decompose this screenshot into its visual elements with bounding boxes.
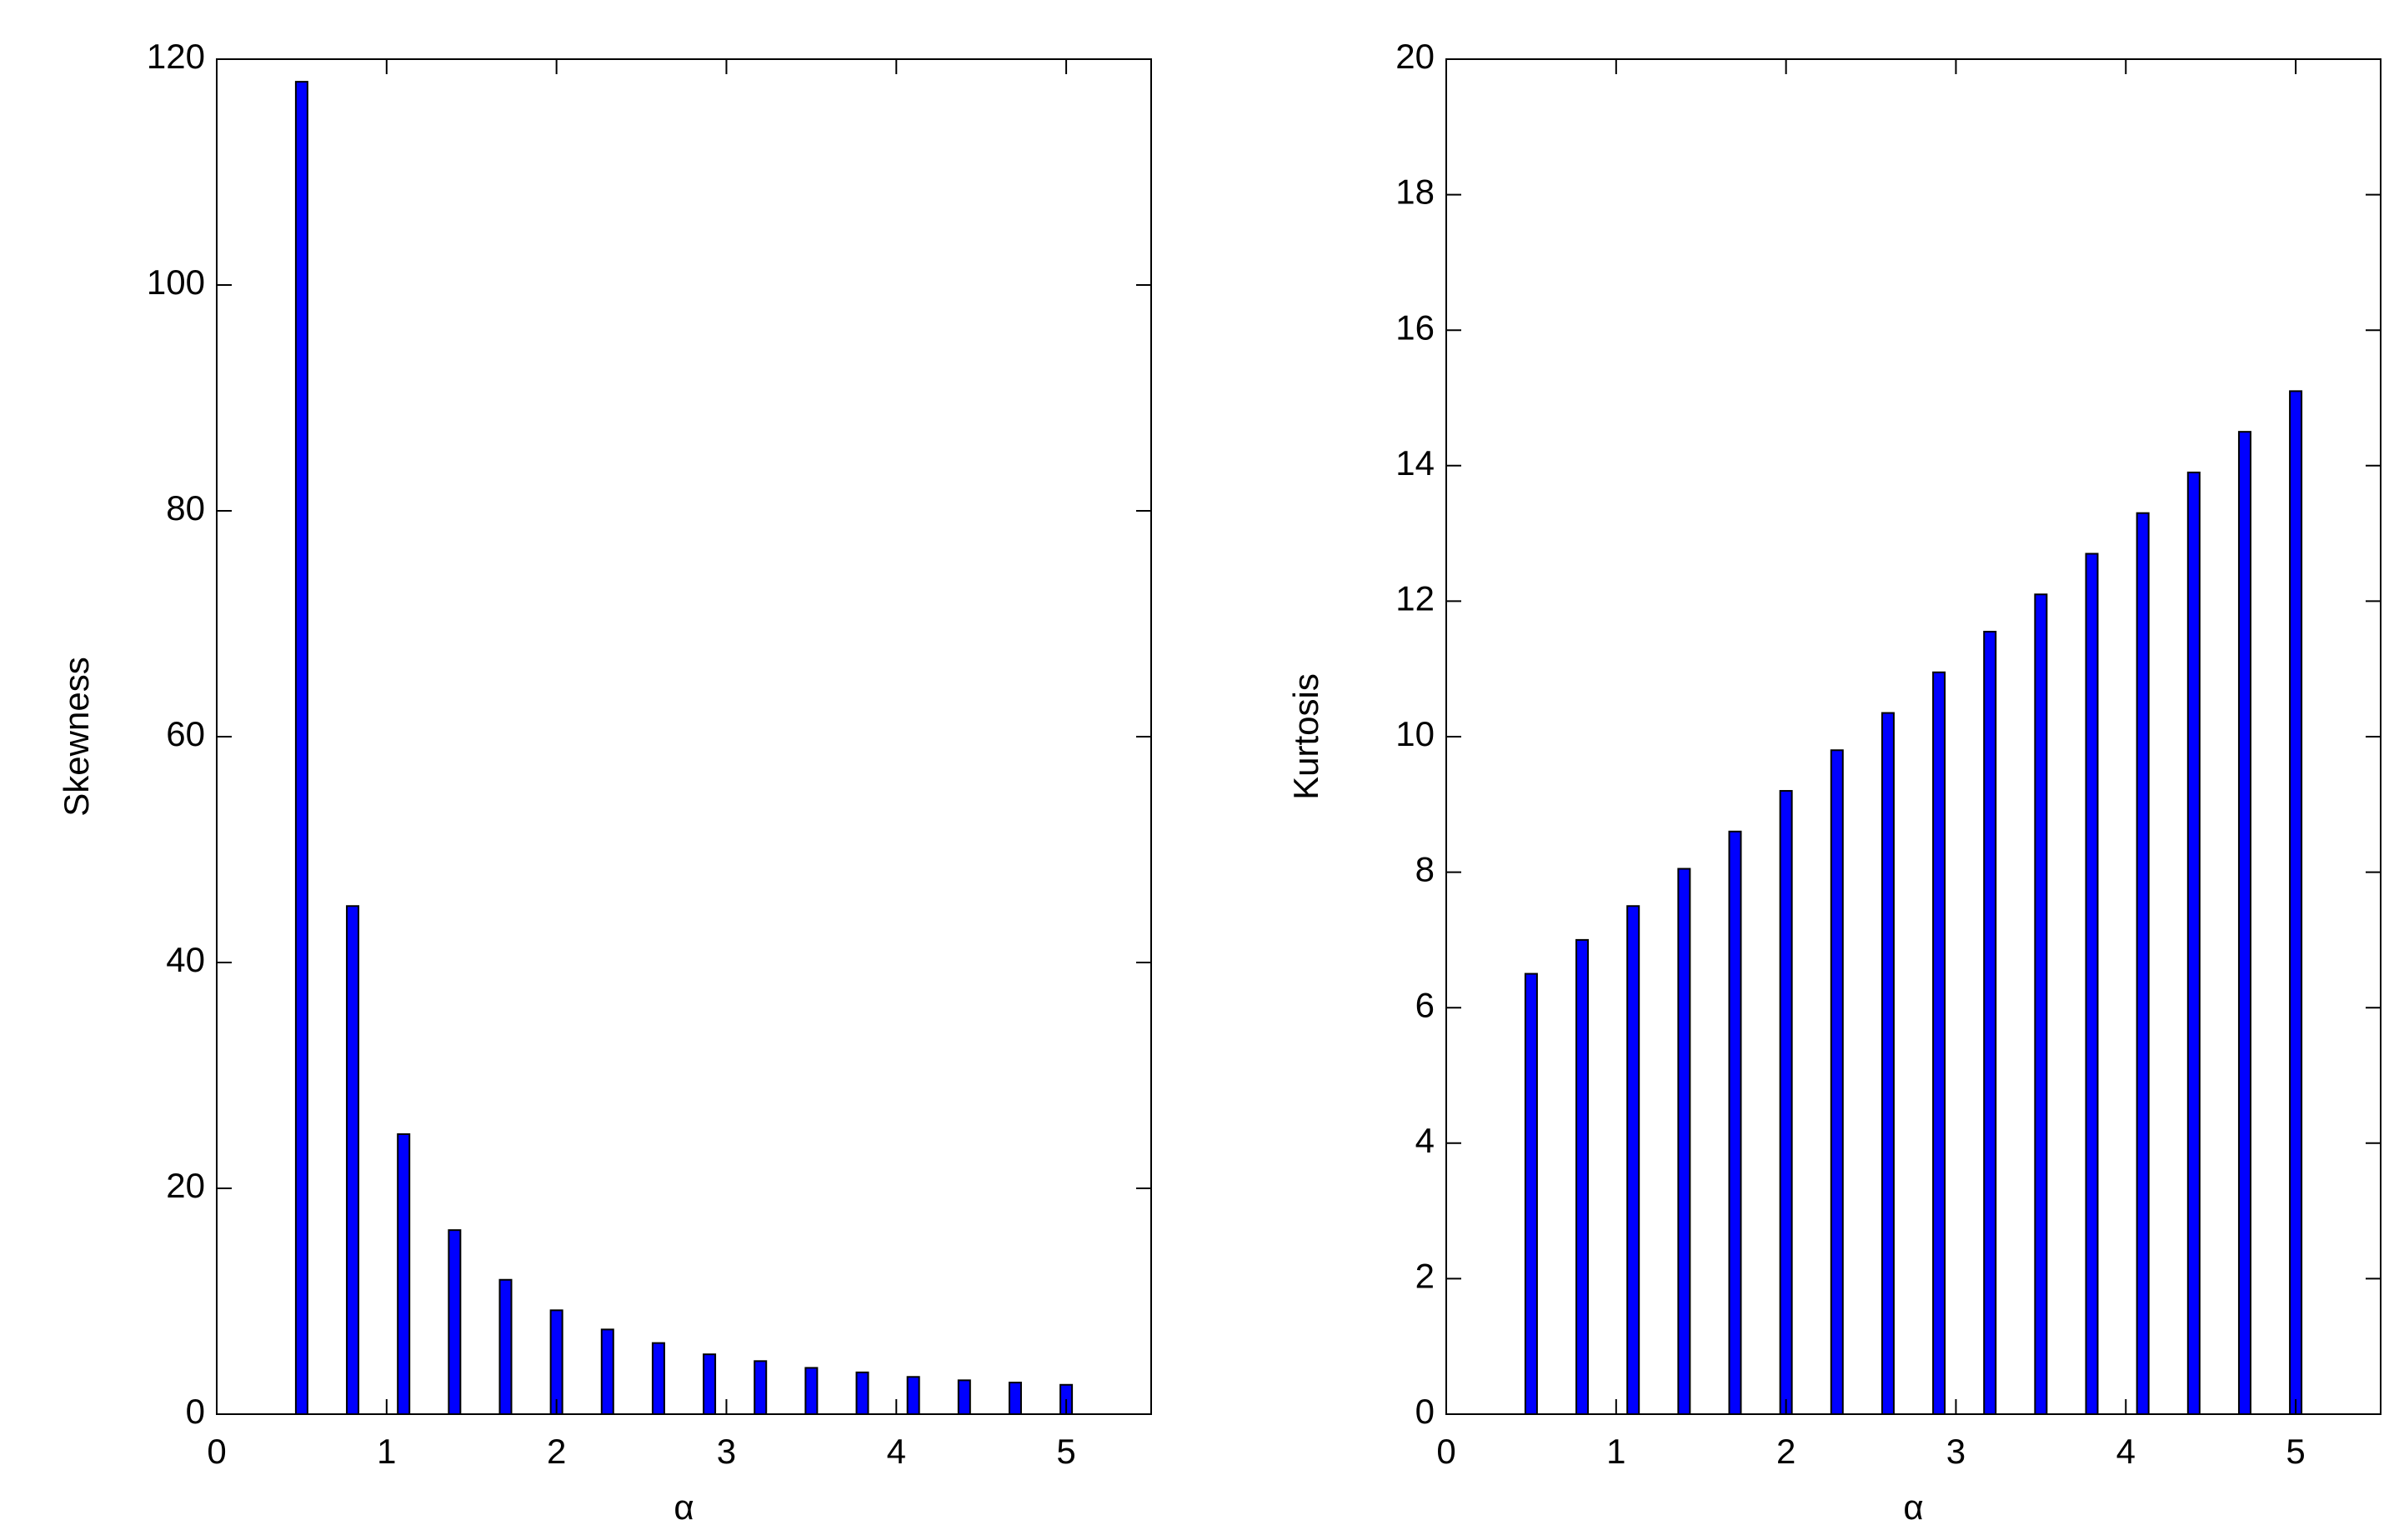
x-tick-label: 1	[377, 1432, 396, 1471]
x-tick-label: 3	[1946, 1432, 1966, 1471]
bar	[906, 1376, 920, 1416]
y-axis-label: Kurtosis	[1286, 673, 1325, 800]
bar	[549, 1309, 563, 1415]
bar	[2034, 593, 2048, 1415]
bar	[1524, 972, 1538, 1416]
bar	[2237, 431, 2251, 1415]
x-tick-label: 0	[1436, 1432, 1455, 1471]
y-tick-label: 18	[1395, 172, 1435, 212]
y-tick-label: 12	[1395, 578, 1435, 618]
bar	[1983, 630, 1997, 1415]
y-tick-label: 14	[1395, 443, 1435, 482]
x-tick-label: 0	[207, 1432, 226, 1471]
y-tick-label: 10	[1395, 714, 1435, 753]
bar	[651, 1342, 665, 1416]
bar	[1830, 749, 1844, 1415]
y-tick-label: 6	[1415, 985, 1435, 1024]
bar	[346, 905, 360, 1415]
x-tick-label: 2	[547, 1432, 566, 1471]
y-tick-label: 16	[1395, 308, 1435, 347]
x-tick-label: 1	[1606, 1432, 1625, 1471]
y-tick-label: 20	[166, 1166, 205, 1205]
bar	[804, 1367, 819, 1415]
bar	[1779, 790, 1793, 1415]
x-tick-label: 5	[1056, 1432, 1075, 1471]
bar	[1932, 671, 1946, 1415]
y-tick-label: 0	[1415, 1392, 1435, 1431]
bar	[1728, 830, 1742, 1415]
y-tick-label: 60	[166, 714, 205, 753]
bar	[957, 1379, 971, 1415]
bar	[2186, 471, 2201, 1415]
y-tick-label: 4	[1415, 1121, 1435, 1160]
bar	[448, 1229, 462, 1416]
bar	[600, 1328, 614, 1415]
y-tick-label: 80	[166, 488, 205, 528]
bar	[2085, 552, 2099, 1415]
bar	[754, 1360, 768, 1415]
y-tick-label: 100	[147, 262, 205, 302]
x-tick-label: 4	[2116, 1432, 2136, 1471]
bar	[2136, 512, 2150, 1416]
bar	[1008, 1382, 1022, 1416]
y-tick-label: 20	[1395, 37, 1435, 76]
bar	[2289, 390, 2303, 1415]
x-tick-label: 5	[2286, 1432, 2305, 1471]
y-tick-label: 40	[166, 940, 205, 979]
x-axis-label: α	[1903, 1488, 1923, 1527]
y-tick-label: 8	[1415, 850, 1435, 889]
y-axis-label: Skewness	[57, 657, 96, 816]
y-tick-label: 2	[1415, 1256, 1435, 1295]
bar	[294, 81, 308, 1416]
x-tick-label: 4	[887, 1432, 906, 1471]
bar	[1677, 868, 1691, 1416]
bar	[703, 1353, 717, 1416]
x-tick-label: 2	[1776, 1432, 1795, 1471]
x-axis-label: α	[674, 1488, 694, 1527]
bar	[1575, 938, 1590, 1415]
bar	[855, 1371, 869, 1415]
y-tick-label: 120	[147, 37, 205, 76]
bar	[397, 1132, 411, 1415]
bar	[498, 1278, 513, 1415]
bar	[1626, 905, 1640, 1415]
y-tick-label: 0	[186, 1392, 205, 1431]
x-tick-label: 3	[717, 1432, 736, 1471]
bar	[1881, 712, 1895, 1415]
